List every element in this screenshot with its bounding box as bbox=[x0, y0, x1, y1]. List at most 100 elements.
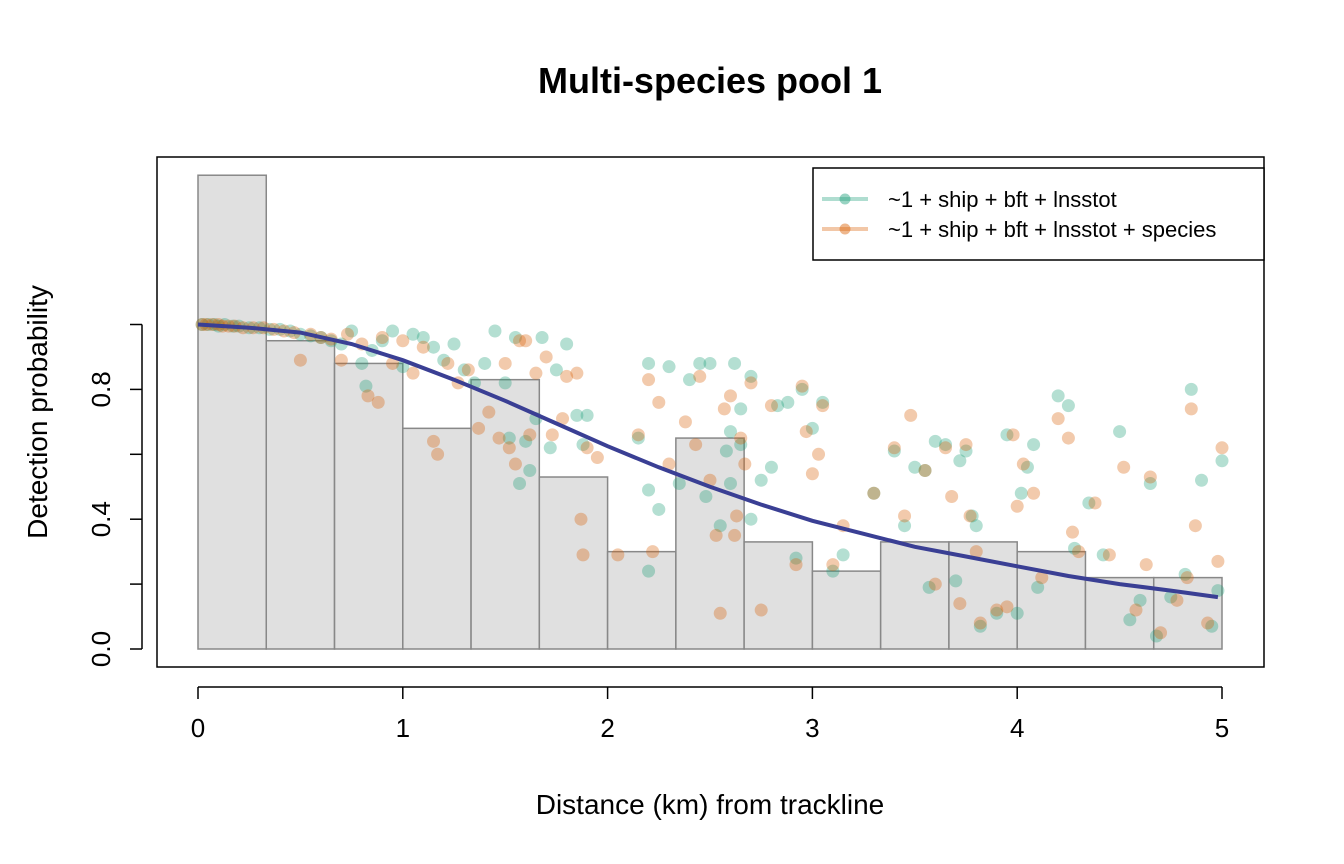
series-1-point bbox=[771, 399, 785, 413]
series-1-point bbox=[734, 438, 748, 452]
series-2-point bbox=[904, 408, 918, 422]
series-2-point bbox=[816, 399, 830, 413]
series-1-point bbox=[1123, 613, 1137, 627]
series-1-point bbox=[1010, 606, 1024, 620]
series-2-point bbox=[427, 434, 441, 448]
series-2-point bbox=[1117, 460, 1131, 474]
series-1-point bbox=[642, 483, 656, 497]
series-1-point bbox=[488, 324, 502, 338]
y-axis: 0.0 0.4 0.8 bbox=[86, 323, 143, 667]
chart-title: Multi-species pool 1 bbox=[538, 60, 882, 101]
x-tick-label: 3 bbox=[805, 713, 819, 743]
x-tick-label: 0 bbox=[191, 713, 205, 743]
series-1-point bbox=[1195, 473, 1209, 487]
series-2-point bbox=[631, 428, 645, 442]
series-2-point bbox=[1154, 626, 1168, 640]
series-2-point bbox=[928, 577, 942, 591]
series-1-point bbox=[728, 356, 742, 370]
series-2-point bbox=[1129, 603, 1143, 617]
series-1-point bbox=[576, 438, 590, 452]
series-1-point bbox=[887, 444, 901, 458]
series-1-point bbox=[990, 606, 1004, 620]
series-1-point bbox=[535, 330, 549, 344]
histogram-bar bbox=[811, 570, 882, 650]
series-2-point bbox=[556, 412, 570, 426]
series-1-point bbox=[1082, 496, 1096, 510]
series-2-point bbox=[472, 421, 486, 435]
series-2-point bbox=[709, 528, 723, 542]
series-1-point bbox=[781, 395, 795, 409]
series-1-point bbox=[1143, 477, 1157, 491]
series-2-point bbox=[826, 558, 840, 572]
series-2-point bbox=[386, 356, 400, 370]
series-2-point bbox=[293, 353, 307, 367]
series-1-point bbox=[918, 464, 932, 478]
series-2-point bbox=[431, 447, 445, 461]
series-2-point bbox=[570, 366, 584, 380]
x-axis-label: Distance (km) from trackline bbox=[536, 789, 885, 820]
series-1-point bbox=[359, 379, 373, 393]
series-2-point bbox=[734, 431, 748, 445]
series-2-point bbox=[795, 379, 809, 393]
legend-label: ~1 + ship + bft + lnsstot + species bbox=[888, 217, 1216, 242]
series-2-point bbox=[1027, 486, 1041, 500]
series-2-point bbox=[990, 603, 1004, 617]
series-1-point bbox=[1164, 590, 1178, 604]
x-tick-label: 1 bbox=[396, 713, 410, 743]
series-2-point bbox=[513, 334, 527, 348]
histogram-bar bbox=[606, 550, 677, 650]
series-1-point bbox=[969, 519, 983, 533]
series-1-point bbox=[519, 434, 533, 448]
series-1-point bbox=[699, 489, 713, 503]
series-2-point bbox=[805, 467, 819, 481]
series-1-point bbox=[754, 473, 768, 487]
series-1-point bbox=[683, 373, 697, 387]
series-1-point bbox=[437, 353, 451, 367]
series-1-point bbox=[1215, 454, 1229, 468]
histogram-bar bbox=[402, 427, 472, 650]
series-2-point bbox=[1000, 600, 1014, 614]
x-tick-label: 4 bbox=[1010, 713, 1024, 743]
series-2-point bbox=[730, 509, 744, 523]
series-2-point bbox=[580, 441, 594, 455]
series-1-point bbox=[867, 486, 881, 500]
series-2-point bbox=[519, 334, 533, 348]
series-1-point bbox=[631, 431, 645, 445]
histogram-bar bbox=[743, 541, 814, 650]
series-2-point bbox=[1139, 558, 1153, 572]
histogram-bar bbox=[333, 362, 404, 650]
histogram-bar bbox=[197, 174, 268, 650]
series-2-point bbox=[1035, 571, 1049, 585]
series-1-point bbox=[1061, 399, 1075, 413]
series-2-point bbox=[416, 340, 430, 354]
series-2-point bbox=[1102, 548, 1116, 562]
series-2-point bbox=[646, 545, 660, 559]
series-2-point bbox=[1211, 554, 1225, 568]
series-2-point bbox=[361, 389, 375, 403]
y-tick-label: 0.4 bbox=[86, 501, 116, 537]
series-1-point bbox=[1096, 548, 1110, 562]
series-1-point bbox=[457, 363, 471, 377]
series-2-point bbox=[738, 457, 752, 471]
series-2-point bbox=[959, 438, 973, 452]
series-2-point bbox=[898, 509, 912, 523]
series-2-point bbox=[375, 330, 389, 344]
series-1-point bbox=[498, 376, 512, 390]
series-1-point bbox=[744, 369, 758, 383]
series-1-point bbox=[713, 519, 727, 533]
series-2-point bbox=[717, 402, 731, 416]
legend: ~1 + ship + bft + lnsstot ~1 + ship + bft… bbox=[812, 167, 1265, 261]
series-1-point bbox=[549, 363, 563, 377]
series-1-point bbox=[513, 477, 527, 491]
series-2-point bbox=[441, 356, 455, 370]
series-1-point bbox=[416, 330, 430, 344]
series-1-point bbox=[543, 441, 557, 455]
legend-box bbox=[812, 167, 1265, 261]
series-1-point bbox=[1205, 619, 1219, 633]
x-tick-label: 2 bbox=[600, 713, 614, 743]
histogram-bar bbox=[879, 541, 950, 650]
series-2-point bbox=[693, 369, 707, 383]
series-1-point bbox=[345, 324, 359, 338]
series-2-point bbox=[461, 363, 475, 377]
series-2-point bbox=[799, 425, 813, 439]
